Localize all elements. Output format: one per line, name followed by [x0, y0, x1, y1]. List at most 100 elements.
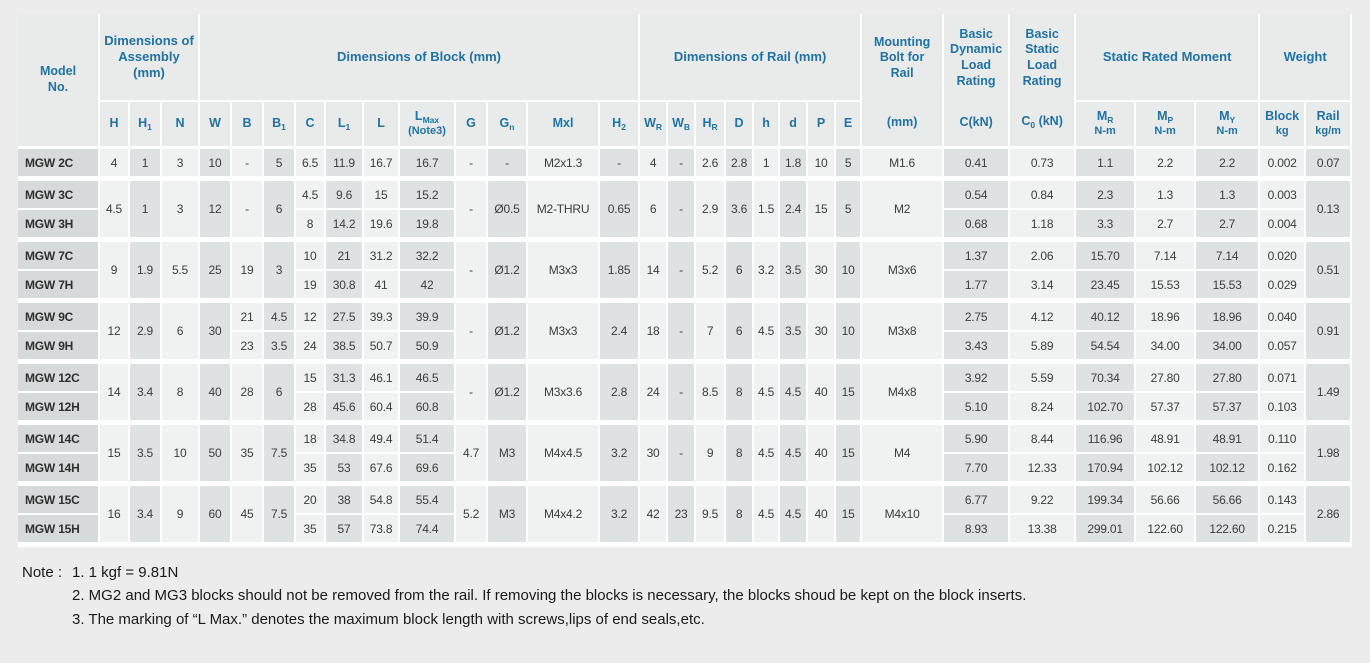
cell-block_kg: 0.215	[1260, 515, 1307, 547]
cell-H1: 3.5	[130, 425, 162, 486]
cell-B1: 7.5	[264, 425, 297, 486]
cell-MR: 70.34	[1076, 364, 1137, 393]
cell-L1: 38	[326, 486, 365, 515]
table-row: MGW 9H 23 3.5 24 38.5 50.7 50.9 3.43 5.89 54.54 34…	[18, 332, 1352, 364]
cell-bolt: M1.6	[862, 149, 945, 181]
model-cell: MGW 3C	[18, 181, 100, 210]
table-row: MGW 14H 35 53 67.6 69.6 7.70 12.33 170.94 102.12…	[18, 454, 1352, 486]
cell-MR: 40.12	[1076, 303, 1137, 332]
table-row: MGW 7C 9 1.9 5.5 25 19 3 10 21 31.2 32.2- Ø1.2 M3x3 1…	[18, 242, 1353, 303]
cell-MR: 54.54	[1076, 332, 1137, 364]
cell-D: 8	[726, 364, 755, 425]
col-group-block: Dimensions of Block (mm)	[200, 14, 641, 102]
cell-W: 50	[200, 425, 233, 486]
col-group-weight: Weight	[1260, 14, 1353, 102]
cell-WB: -	[668, 242, 697, 303]
cell-W: 30	[200, 303, 233, 364]
cell-L: 19.6	[364, 210, 401, 242]
cell-P: 40	[808, 364, 837, 425]
cell-WR: 24	[640, 364, 669, 425]
cell-H2: 3.2	[600, 486, 641, 547]
table-row: MGW 9C 12 2.9 6 30 21 4.5 12 27.5 39.3 39.9- Ø1.2 M3…	[18, 303, 1353, 364]
cell-L1: 38.5	[326, 332, 365, 364]
cell-Cdyn: 1.77	[944, 271, 1011, 303]
cell-MP: 57.37	[1136, 393, 1197, 425]
cell-Cdyn: 3.92	[944, 364, 1011, 393]
cell-N: 5.5	[162, 242, 201, 303]
col-group-Cdyn: Basic Dynamic Load Rating C(kN)	[944, 14, 1011, 149]
cell-L: 49.4	[364, 425, 401, 454]
cell-H1: 3.4	[130, 486, 162, 547]
cell-MY: 2.7	[1196, 210, 1261, 242]
col-header-C: C	[296, 102, 327, 149]
cell-MP: 18.96	[1136, 303, 1197, 332]
cell-P: 40	[808, 486, 837, 547]
model-cell: MGW 2C	[18, 149, 100, 181]
cell-L1: 57	[326, 515, 365, 547]
cell-P: 15	[808, 181, 837, 242]
cell-H1: 1	[130, 149, 162, 181]
cell-W: 10	[200, 149, 233, 181]
cell-MY: 57.37	[1196, 393, 1261, 425]
cell-Cdyn: 5.10	[944, 393, 1011, 425]
cell-C: 28	[296, 393, 327, 425]
cell-H: 12	[100, 303, 130, 364]
cell-G: 4.7	[456, 425, 489, 486]
cell-C: 4.5	[296, 181, 327, 210]
cell-Cdyn: 6.77	[944, 486, 1011, 515]
col-group-bolt: Mounting Bolt for Rail (mm)	[862, 14, 945, 149]
cell-Cdyn: 7.70	[944, 454, 1011, 486]
cell-bolt: M4x10	[862, 486, 945, 547]
cell-h: 1.5	[754, 181, 781, 242]
cell-bolt: M3x8	[862, 303, 945, 364]
cell-N: 6	[162, 303, 201, 364]
table-row: MGW 14C 15 3.5 10 50 35 7.5 18 34.8 49.4 51.4 4.7 M3…	[18, 425, 1353, 486]
table-row: MGW 15H 35 57 73.8 74.4 8.93 13.38 299.01 122.60…	[18, 515, 1352, 547]
cell-H: 15	[100, 425, 130, 486]
cell-H2: 1.85	[600, 242, 641, 303]
cell-block_kg: 0.071	[1260, 364, 1307, 393]
col-header-D: D	[726, 102, 755, 149]
cell-P: 30	[808, 303, 837, 364]
cell-MR: 170.94	[1076, 454, 1137, 486]
cell-MY: 48.91	[1196, 425, 1261, 454]
cell-C0: 0.84	[1010, 181, 1077, 210]
cell-rail_kg: 0.51	[1306, 242, 1353, 303]
cell-H: 16	[100, 486, 130, 547]
cell-L1: 30.8	[326, 271, 365, 303]
cell-MY: 18.96	[1196, 303, 1261, 332]
cell-d: 4.5	[780, 486, 809, 547]
cell-H2: 2.8	[600, 364, 641, 425]
cell-L1: 21	[326, 242, 365, 271]
col-header-rail_kg: Rail kg/m	[1306, 102, 1353, 149]
cell-block_kg: 0.020	[1260, 242, 1307, 271]
cell-L: 15	[364, 181, 401, 210]
cell-WB: -	[668, 364, 697, 425]
cell-C: 35	[296, 515, 327, 547]
cell-MY: 27.80	[1196, 364, 1261, 393]
cell-C: 10	[296, 242, 327, 271]
cell-C0: 8.24	[1010, 393, 1077, 425]
cell-LMax: 32.2	[400, 242, 457, 271]
cell-N: 10	[162, 425, 201, 486]
cell-Cdyn: 1.37	[944, 242, 1011, 271]
cell-bolt: M2	[862, 181, 945, 242]
cell-bolt: M4	[862, 425, 945, 486]
cell-H2: -	[600, 149, 641, 181]
cell-MP: 7.14	[1136, 242, 1197, 271]
cell-B1: 5	[264, 149, 297, 181]
cell-P: 10	[808, 149, 837, 181]
cell-rail_kg: 0.07	[1306, 149, 1353, 181]
cell-L1: 27.5	[326, 303, 365, 332]
col-header-LMax: LMax (Note3)	[400, 102, 457, 149]
cell-MY: 34.00	[1196, 332, 1261, 364]
cell-d: 4.5	[780, 425, 809, 486]
model-cell: MGW 15C	[18, 486, 100, 515]
cell-block_kg: 0.057	[1260, 332, 1307, 364]
cell-block_kg: 0.110	[1260, 425, 1307, 454]
cell-D: 8	[726, 425, 755, 486]
cell-H2: 0.65	[600, 181, 641, 242]
cell-LMax: 39.9	[400, 303, 457, 332]
col-header-H1: H1	[130, 102, 162, 149]
cell-LMax: 55.4	[400, 486, 457, 515]
